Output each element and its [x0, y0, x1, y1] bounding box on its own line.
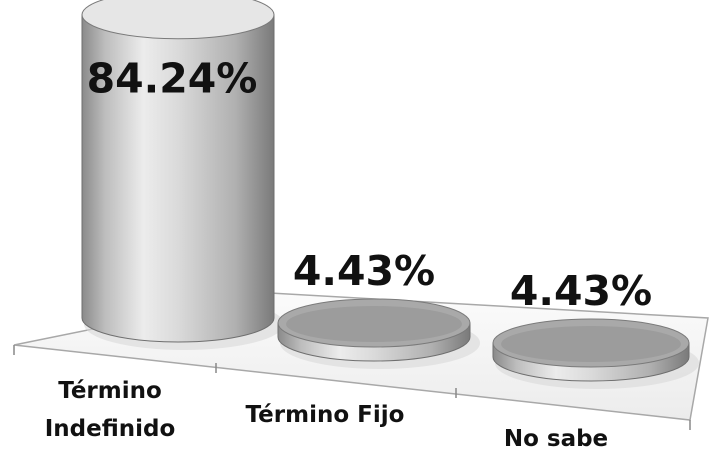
data-label: 84.24%: [87, 55, 258, 103]
category-labels: Término Indefinido Término Fijo No sabe: [45, 378, 608, 452]
data-labels: 84.24% 4.43% 4.43%: [87, 55, 653, 315]
data-label: 4.43%: [510, 267, 652, 315]
bar-2: [277, 298, 480, 369]
bar-body: [81, 14, 275, 343]
category-label: Término: [58, 378, 162, 404]
category-label: Indefinido: [45, 416, 176, 442]
bar-1: [81, 0, 284, 350]
category-label: Término Fijo: [246, 402, 405, 428]
bar-cap: [81, 0, 275, 40]
bar-3: [492, 318, 699, 389]
category-label: No sabe: [504, 426, 608, 452]
bar-cap-inner: [286, 306, 462, 342]
bar-cap-inner: [501, 326, 681, 362]
bar-series: [81, 0, 699, 389]
data-label: 4.43%: [293, 247, 435, 295]
